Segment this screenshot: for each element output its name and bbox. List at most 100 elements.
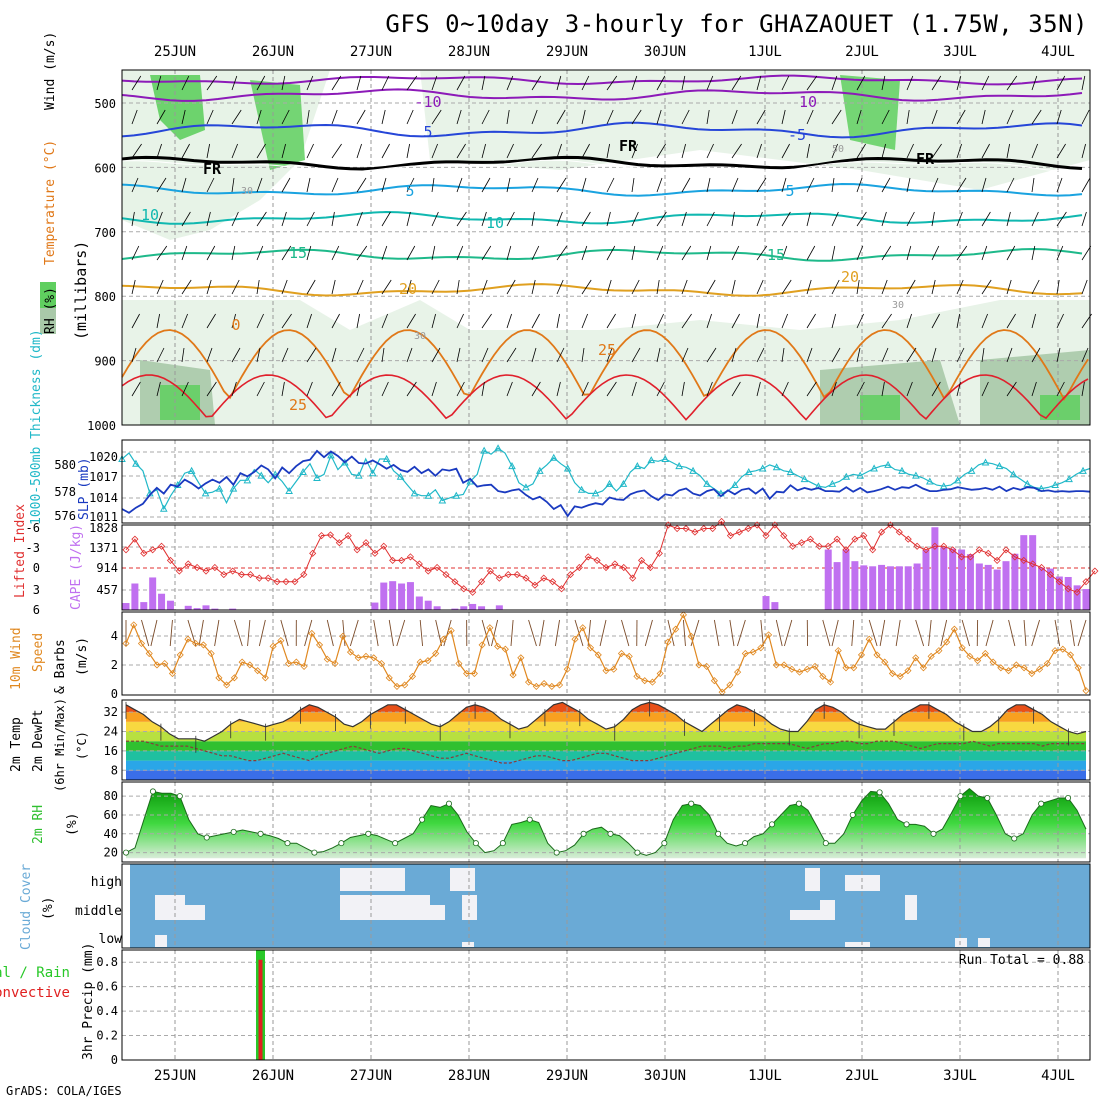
lifted-index-point [717,517,726,526]
wind-barb [456,143,466,159]
dewpoint-line [126,740,1086,764]
wind-barb [131,347,137,363]
lifted-index-point [797,539,806,547]
cape-bar [993,569,1001,610]
rh-point [257,830,264,837]
precip-axis-label: 3hr Precip (mm) [81,943,96,1060]
wind-barb [775,619,783,647]
rh-point [634,849,641,856]
wind-speed-point [339,632,347,640]
wind-barb [331,211,335,227]
cape-bar [140,602,148,610]
lifted-index-point [611,560,619,568]
cape-bar [424,600,432,610]
wind-barb [731,109,738,125]
lifted-index-point [549,578,557,586]
wind-panel-bg [122,612,1090,695]
lifted-index-point [486,567,495,575]
contour-label: 10 [141,206,159,224]
wind-barb [331,109,338,125]
contour-label: -10 [414,93,441,111]
wind-barb [381,347,385,363]
precip-legend-total: Total / Rain [0,965,70,981]
lifted-index-point [655,549,663,557]
thickness-point [438,496,447,504]
lifted-index-point [1064,585,1072,593]
thickness-point [898,466,906,474]
wind-barb [706,279,716,295]
wind-speed-point [958,644,966,652]
wind-barb [581,313,588,329]
wind-barb [631,313,636,329]
wind-barb [431,313,436,329]
wind-barb [906,347,917,363]
lifted-index-point [282,578,290,586]
wind-barb [531,347,537,363]
wind-barb [256,177,263,193]
wind-speed-point [292,658,300,666]
thickness-point [605,479,614,487]
wind-barb [281,279,288,295]
thickness-point [1009,470,1018,478]
wind-barb [981,177,987,193]
wind-barb [756,279,764,295]
wind-barb [206,211,211,227]
wind-barb [406,347,413,363]
cape-bar [211,608,219,610]
wind-barb [456,381,465,397]
wind-barb [731,279,736,295]
lifted-index-point [175,567,183,575]
wind-barb [1006,75,1018,91]
precip-panel-bg [122,950,1090,1060]
wind-barb [556,143,562,159]
wind-barb [181,211,191,227]
lifted-index-point [629,574,637,582]
lifted-index-point [895,528,903,536]
wind-barb [681,143,686,159]
rh-shading [860,395,900,420]
wind-speed-point [509,671,517,679]
date-label-bottom: 26JUN [252,1068,294,1084]
wind-barb [706,75,714,91]
wind-barb [506,75,514,91]
temp-label: (6hr Min/Max) [53,698,67,792]
thickness-point [577,485,586,493]
slp-tick: 1011 [89,510,118,524]
wind-speed-point [401,681,409,689]
rh-tick: 20 [104,846,118,860]
wind-barb [831,279,840,295]
wind-label: (m/s) [75,637,90,676]
wind-barb [431,245,436,261]
wind-barb [306,143,314,159]
wind-barb [1031,177,1035,193]
precip-tick: 0.4 [96,1004,118,1018]
wind-barb [181,381,189,397]
cloud-block [978,938,990,947]
wind-barb [181,143,190,159]
wind-barb [554,619,560,647]
wind-barb [856,177,863,193]
wind-barb [356,245,368,261]
wind-barb [258,619,266,647]
wind-barb [806,109,814,125]
cloud-level-label: low [99,932,123,947]
lifted-index-point [726,532,735,540]
wind-speed-point [346,648,355,656]
rh-point [419,816,426,823]
wind-barb [831,313,836,329]
wind-barb [606,75,618,91]
wind-barb [731,313,740,329]
lifted-index-point [495,574,503,582]
wind-barb [281,75,286,91]
cloud-block [340,895,430,920]
thickness-point [396,472,405,480]
wind-speed-point [1012,661,1020,669]
wind-barb [806,313,816,329]
contour-label: FR [916,150,935,168]
wind-barb [806,245,816,261]
wind-barb [231,211,239,227]
lifted-index-point [931,542,939,550]
wind-barb [1056,279,1060,295]
wind-barb [706,381,713,397]
thickness-point [884,460,892,468]
